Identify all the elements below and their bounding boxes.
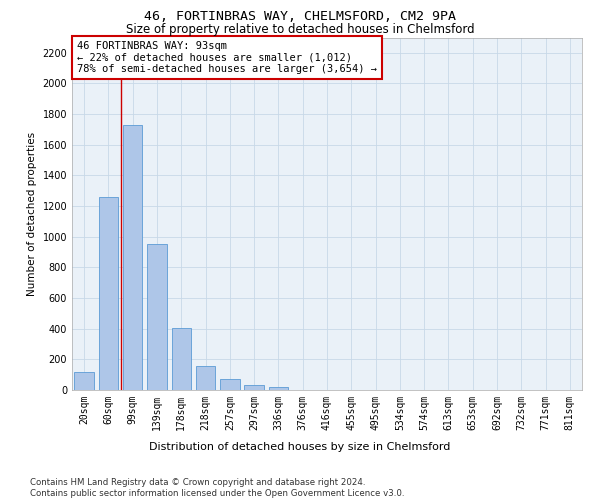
Text: Distribution of detached houses by size in Chelmsford: Distribution of detached houses by size …	[149, 442, 451, 452]
Y-axis label: Number of detached properties: Number of detached properties	[27, 132, 37, 296]
Text: 46 FORTINBRAS WAY: 93sqm
← 22% of detached houses are smaller (1,012)
78% of sem: 46 FORTINBRAS WAY: 93sqm ← 22% of detach…	[77, 41, 377, 74]
Bar	[99, 197, 118, 390]
Bar	[269, 387, 288, 390]
Text: 46, FORTINBRAS WAY, CHELMSFORD, CM2 9PA: 46, FORTINBRAS WAY, CHELMSFORD, CM2 9PA	[144, 10, 456, 23]
Bar	[123, 125, 142, 390]
Bar	[74, 372, 94, 390]
Bar	[220, 378, 239, 390]
Bar	[172, 328, 191, 390]
Bar	[244, 384, 264, 390]
Text: Contains HM Land Registry data © Crown copyright and database right 2024.
Contai: Contains HM Land Registry data © Crown c…	[30, 478, 404, 498]
Bar	[147, 244, 167, 390]
Text: Size of property relative to detached houses in Chelmsford: Size of property relative to detached ho…	[125, 22, 475, 36]
Bar	[196, 366, 215, 390]
